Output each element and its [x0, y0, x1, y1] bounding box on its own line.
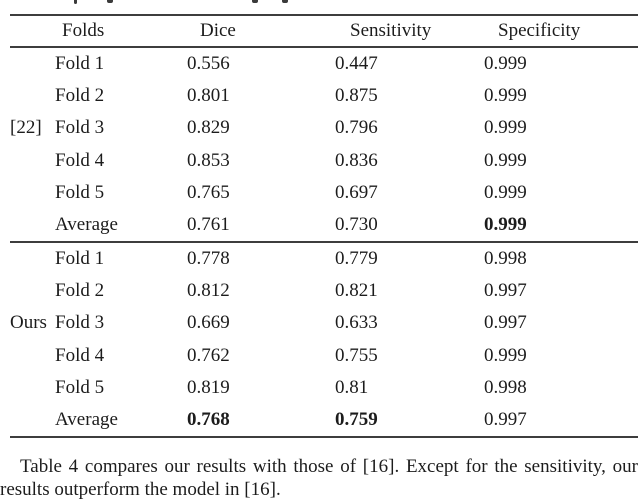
- fold-cell: Fold 3: [55, 312, 105, 334]
- value-cell: 0.999: [484, 117, 527, 139]
- caption-line-2: results outperform the model in [16].: [0, 479, 281, 500]
- fold-cell: Fold 2: [55, 280, 105, 302]
- clipped-text-fragment: [252, 0, 258, 3]
- table-group-ref22: [22] Fold 1 0.556 0.447 0.999 Fold 2 0.801 0.87…: [10, 48, 638, 241]
- value-cell: 0.998: [484, 248, 527, 270]
- value-cell: 0.778: [187, 248, 230, 270]
- value-cell: 0.821: [335, 280, 378, 302]
- table-rule-below-header: [10, 46, 638, 48]
- table-rule-middle: [10, 241, 638, 243]
- value-cell: 0.819: [187, 376, 230, 398]
- value-cell: 0.447: [335, 53, 378, 75]
- clipped-text-fragment: [282, 0, 288, 3]
- value-cell: 0.762: [187, 344, 230, 366]
- value-cell: 0.812: [187, 280, 230, 302]
- value-cell: 0.999: [484, 213, 527, 235]
- caption-paragraph: Table 4 compares our results with those …: [0, 455, 638, 501]
- fold-cell: Fold 1: [55, 248, 105, 270]
- value-cell: 0.997: [484, 408, 527, 430]
- fold-cell: Fold 4: [55, 149, 105, 171]
- value-cell: 0.779: [335, 248, 378, 270]
- fold-cell: Average: [55, 213, 118, 235]
- header-folds: Folds: [62, 20, 105, 41]
- value-cell: 0.999: [484, 344, 527, 366]
- group-label: [22]: [10, 117, 42, 139]
- value-cell: 0.801: [187, 85, 230, 107]
- value-cell: 0.755: [335, 344, 378, 366]
- value-cell: 0.875: [335, 85, 378, 107]
- value-cell: 0.669: [187, 312, 230, 334]
- value-cell: 0.81: [335, 376, 369, 398]
- value-cell: 0.999: [484, 85, 527, 107]
- fold-cell: Fold 3: [55, 117, 105, 139]
- value-cell: 0.997: [484, 280, 527, 302]
- header-specificity: Specificity: [498, 20, 581, 41]
- table-header-row: Folds Dice Sensitivity Specificity: [10, 16, 638, 46]
- fold-cell: Fold 5: [55, 181, 105, 203]
- clipped-text-fragment: [74, 0, 77, 4]
- fold-cell: Fold 5: [55, 376, 105, 398]
- value-cell: 0.999: [484, 53, 527, 75]
- value-cell: 0.633: [335, 312, 378, 334]
- header-dice: Dice: [200, 20, 236, 41]
- caption-line-1: Table 4 compares our results with those …: [20, 456, 638, 477]
- fold-cell: Average: [55, 408, 118, 430]
- value-cell: 0.829: [187, 117, 230, 139]
- fold-cell: Fold 1: [55, 53, 105, 75]
- value-cell: 0.997: [484, 312, 527, 334]
- value-cell: 0.999: [484, 149, 527, 171]
- value-cell: 0.556: [187, 53, 230, 75]
- header-sensitivity: Sensitivity: [350, 20, 432, 41]
- table-rule-top: [10, 14, 638, 16]
- value-cell: 0.765: [187, 181, 230, 203]
- value-cell: 0.697: [335, 181, 378, 203]
- value-cell: 0.730: [335, 213, 378, 235]
- group-label: Ours: [10, 312, 47, 334]
- table-group-ours: Ours Fold 1 0.778 0.779 0.998 Fold 2 0.812 0.82…: [10, 243, 638, 436]
- fold-cell: Fold 4: [55, 344, 105, 366]
- value-cell: 0.853: [187, 149, 230, 171]
- value-cell: 0.998: [484, 376, 527, 398]
- table-rule-bottom: [10, 436, 638, 438]
- value-cell: 0.768: [187, 408, 230, 430]
- fold-cell: Fold 2: [55, 85, 105, 107]
- value-cell: 0.759: [335, 408, 378, 430]
- value-cell: 0.836: [335, 149, 378, 171]
- value-cell: 0.999: [484, 181, 527, 203]
- value-cell: 0.796: [335, 117, 378, 139]
- value-cell: 0.761: [187, 213, 230, 235]
- clipped-text-fragment: [107, 0, 113, 3]
